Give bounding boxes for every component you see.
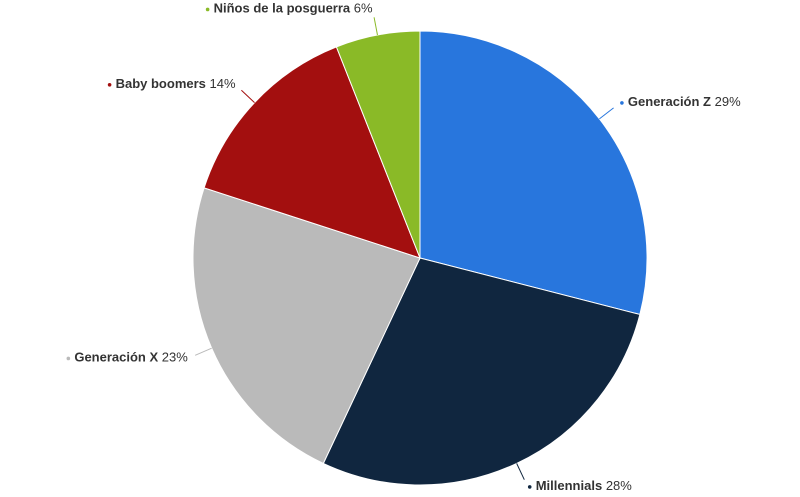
data-label: Generación Z 29% bbox=[628, 94, 741, 109]
legend-dot bbox=[527, 485, 532, 489]
data-label: Niños de la posguerra 6% bbox=[214, 1, 373, 16]
label-name: Millennials bbox=[536, 478, 602, 493]
label-name: Baby boomers bbox=[116, 76, 206, 91]
legend-dot bbox=[620, 101, 624, 105]
label-value: 23% bbox=[162, 350, 188, 365]
connector bbox=[241, 89, 255, 103]
pie-slice bbox=[335, 30, 421, 259]
connector bbox=[373, 17, 378, 36]
legend-dot bbox=[205, 7, 210, 12]
pie-slice bbox=[192, 187, 421, 465]
legend-dot bbox=[107, 83, 112, 87]
data-label: Baby boomers 14% bbox=[116, 76, 236, 91]
label-value: 29% bbox=[715, 94, 741, 109]
label-value: 28% bbox=[606, 478, 632, 493]
label-value: 14% bbox=[210, 76, 236, 91]
connector bbox=[516, 463, 525, 480]
connector bbox=[599, 107, 614, 120]
legend-dot bbox=[66, 356, 71, 361]
data-label: Generación X 23% bbox=[74, 350, 188, 365]
pie-slice bbox=[322, 257, 641, 486]
pie-slice bbox=[419, 30, 648, 316]
data-label: Millennials 28% bbox=[536, 478, 633, 493]
label-value: 6% bbox=[354, 1, 373, 16]
label-name: Generación X bbox=[74, 350, 158, 365]
connector bbox=[194, 347, 212, 356]
label-name: Generación Z bbox=[628, 94, 711, 109]
label-name: Niños de la posguerra bbox=[214, 1, 351, 16]
